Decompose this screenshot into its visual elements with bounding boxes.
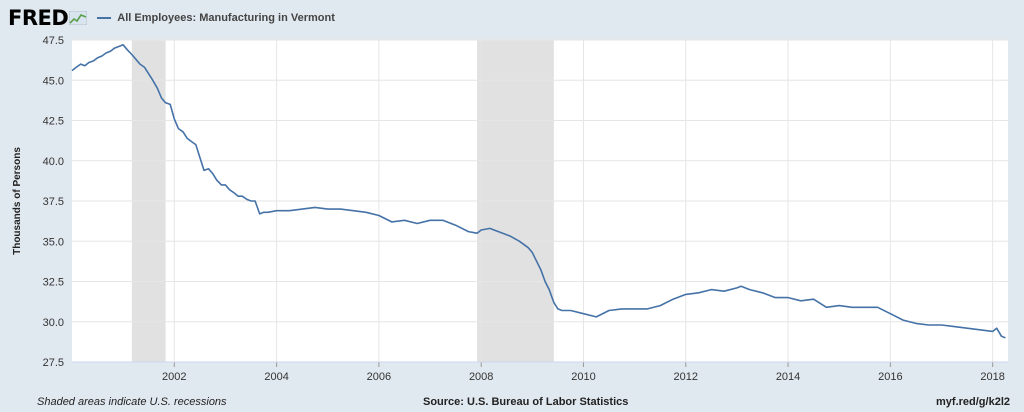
y-axis-label: Thousands of Persons — [12, 147, 23, 255]
x-tick-label: 2006 — [367, 371, 391, 383]
series-line[interactable] — [71, 44, 1006, 339]
legend-line-swatch — [97, 17, 112, 19]
chart-area: 27.5 30.0 32.5 35.0 37.5 40.0 42.5 45.0 47.5 200… — [12, 35, 1008, 383]
fred-logo-graph-icon — [69, 11, 88, 25]
recession-note: Shaded areas indicate U.S. recessions — [37, 396, 227, 408]
x-tick-label: 2018 — [980, 371, 1004, 383]
y-tick-label: 42.5 — [43, 116, 64, 128]
chart-header: FRED All Employees: Manufacturing in Ver… — [8, 6, 335, 30]
x-tick-label: 2004 — [264, 371, 288, 383]
y-tick-label: 40.0 — [43, 156, 64, 168]
x-axis-ticks: 2002 2004 2006 2008 2010 2012 2014 2016 2018 — [72, 361, 1008, 383]
y-axis-ticks: 27.5 30.0 32.5 35.0 37.5 40.0 42.5 45.0 47.5 — [43, 35, 64, 369]
y-tick-label: 45.0 — [43, 75, 64, 87]
x-tick-label: 2014 — [776, 371, 800, 383]
y-tick-label: 35.0 — [43, 236, 64, 248]
y-tick-label: 32.5 — [43, 277, 64, 289]
x-tick-label: 2008 — [469, 371, 493, 383]
short-link[interactable]: myf.red/g/k2l2 — [936, 396, 1010, 408]
series-title: All Employees: Manufacturing in Vermont — [117, 12, 335, 24]
x-tick-label: 2002 — [162, 371, 186, 383]
x-tick-label: 2012 — [674, 371, 698, 383]
y-tick-label: 37.5 — [43, 196, 64, 208]
y-tick-label: 47.5 — [43, 35, 64, 47]
x-tick-label: 2010 — [571, 371, 595, 383]
fred-logo[interactable]: FRED — [8, 6, 69, 30]
source-label: Source: U.S. Bureau of Labor Statistics — [423, 396, 629, 408]
x-tick-label: 2016 — [878, 371, 902, 383]
y-tick-label: 30.0 — [43, 317, 64, 329]
y-tick-label: 27.5 — [43, 357, 64, 369]
